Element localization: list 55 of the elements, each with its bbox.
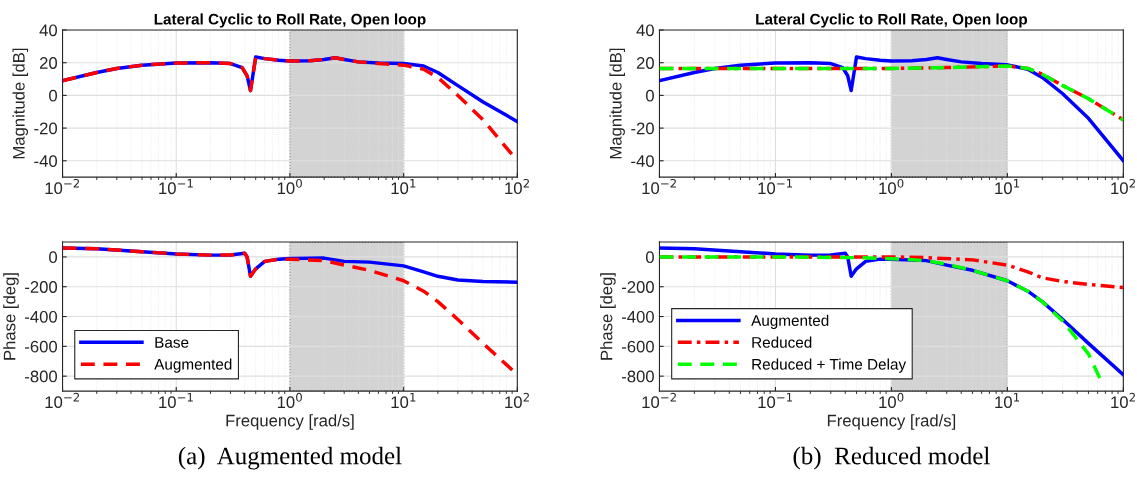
legend-label: Augmented bbox=[154, 358, 232, 373]
x-tick-label: 10$^{−2}$ bbox=[45, 178, 80, 195]
y-tick-label: 40 bbox=[636, 24, 654, 37]
x-tick-label: 10$^{0}$ bbox=[879, 178, 904, 195]
text: (b) Reduced model bbox=[793, 446, 990, 470]
y-tick-label: -20 bbox=[34, 122, 58, 135]
y-axis-title: Phase [deg] bbox=[3, 273, 19, 360]
text: (a) Augmented model bbox=[178, 446, 402, 470]
y-tick-label: -600 bbox=[25, 340, 58, 353]
y-tick-label: -400 bbox=[25, 310, 58, 323]
y-tick-label: 0 bbox=[49, 89, 58, 102]
legend-label: Reduced + Time Delay bbox=[752, 358, 907, 373]
y-tick-label: -800 bbox=[25, 370, 58, 383]
y-tick-label: 0 bbox=[49, 251, 58, 264]
x-tick-label: 10$^{1}$ bbox=[391, 393, 416, 409]
x-tick-label: 10$^{1}$ bbox=[391, 179, 416, 195]
legend-label: Reduced bbox=[752, 336, 812, 348]
y-tick-label: 20 bbox=[636, 57, 654, 69]
x-axis-title: Frequency [rad/s] bbox=[827, 414, 956, 430]
chart-title: Lateral Cyclic to Roll Rate, Open loop bbox=[756, 13, 1028, 28]
y-axis-title: Magnitude [dB] bbox=[12, 48, 29, 159]
x-tick-label: 10$^{2}$ bbox=[505, 178, 529, 195]
x-tick-label: 10$^{−2}$ bbox=[642, 178, 676, 195]
y-tick-label: 40 bbox=[39, 24, 58, 37]
y-tick-label: -40 bbox=[34, 155, 58, 167]
x-tick-label: 10$^{−1}$ bbox=[159, 393, 193, 409]
x-tick-label: 10$^{2}$ bbox=[1111, 178, 1135, 195]
x-tick-label: 10$^{2}$ bbox=[505, 392, 529, 409]
x-tick-label: 10$^{1}$ bbox=[995, 179, 1020, 195]
x-tick-label: 10$^{0}$ bbox=[879, 392, 904, 409]
y-tick-label: -200 bbox=[621, 281, 654, 293]
y-tick-label: 0 bbox=[645, 89, 654, 102]
y-axis-title: Magnitude [dB] bbox=[609, 48, 625, 159]
legend-label: Augmented bbox=[751, 314, 829, 329]
y-tick-label: -400 bbox=[621, 310, 654, 323]
x-tick-label: 10$^{0}$ bbox=[277, 392, 302, 409]
y-tick-label: 20 bbox=[39, 57, 58, 69]
x-tick-label: 10$^{−1}$ bbox=[758, 179, 792, 195]
y-axis-title: Phase [deg] bbox=[600, 273, 616, 360]
y-tick-label: -800 bbox=[621, 370, 654, 383]
y-tick-label: -20 bbox=[631, 122, 654, 135]
x-tick-label: 10$^{1}$ bbox=[995, 393, 1020, 409]
x-tick-label: 10$^{−2}$ bbox=[642, 392, 676, 409]
y-tick-label: 0 bbox=[645, 251, 654, 264]
x-tick-label: 10$^{−1}$ bbox=[758, 393, 792, 409]
x-tick-label: 10$^{2}$ bbox=[1111, 392, 1135, 409]
y-tick-label: -40 bbox=[631, 155, 654, 167]
legend-label: Base bbox=[155, 337, 189, 348]
y-tick-label: -200 bbox=[25, 281, 58, 293]
x-tick-label: 10$^{−2}$ bbox=[45, 392, 80, 409]
x-axis-title: Frequency [rad/s] bbox=[226, 414, 354, 430]
y-tick-label: -600 bbox=[621, 340, 654, 353]
x-tick-label: 10$^{0}$ bbox=[277, 178, 302, 195]
x-tick-label: 10$^{−1}$ bbox=[159, 179, 193, 195]
chart-title: Lateral Cyclic to Roll Rate, Open loop bbox=[154, 13, 426, 28]
